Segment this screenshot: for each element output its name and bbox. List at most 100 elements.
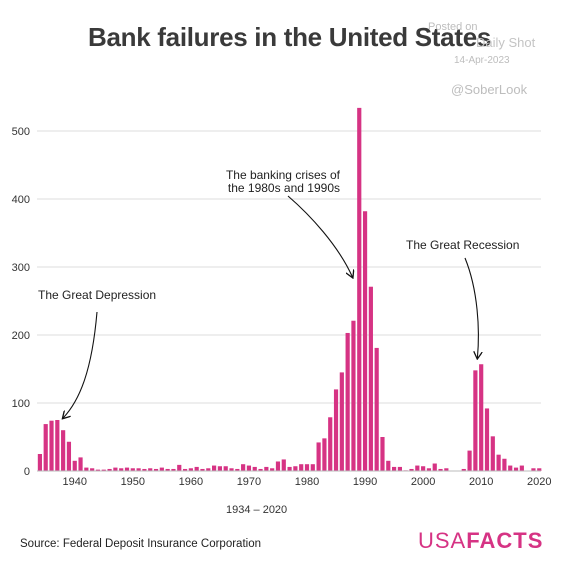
bar <box>119 468 124 471</box>
bar <box>345 332 350 471</box>
usafacts-logo: USAFACTS <box>418 528 543 554</box>
bar <box>43 424 48 471</box>
bar <box>432 463 437 471</box>
bar <box>182 468 188 471</box>
arrow-great-depression <box>63 311 98 418</box>
annotation-banking-crises: The banking crises of <box>226 168 341 182</box>
bar <box>136 468 141 471</box>
bar <box>467 450 472 471</box>
bar <box>484 408 490 471</box>
bar <box>415 465 420 471</box>
bar <box>49 420 54 471</box>
annotation-banking-crises: the 1980s and 1990s <box>228 181 340 195</box>
bar <box>490 436 495 471</box>
y-tick-label: 300 <box>12 262 30 274</box>
bar <box>519 465 524 471</box>
y-tick-label: 500 <box>12 126 30 138</box>
bar <box>90 468 95 471</box>
bar <box>264 466 269 471</box>
bar <box>200 468 205 471</box>
bar <box>333 389 339 471</box>
x-tick-label: 2010 <box>469 476 493 488</box>
arrow-banking-crises <box>287 195 352 277</box>
bar <box>275 461 281 471</box>
bar <box>328 417 333 471</box>
bar <box>421 466 426 471</box>
bar <box>171 468 176 471</box>
bar <box>84 467 89 471</box>
bar <box>479 364 484 471</box>
annotation-great-depression: The Great Depression <box>38 288 156 302</box>
bar <box>55 420 60 471</box>
bar <box>392 466 397 471</box>
bar <box>95 469 101 471</box>
bar <box>142 468 147 471</box>
bar <box>362 211 368 472</box>
bar <box>72 460 77 471</box>
bar <box>241 464 246 471</box>
bar <box>322 438 327 471</box>
bar <box>409 468 414 471</box>
bar <box>310 464 315 471</box>
source-note: Source: Federal Deposit Insurance Corpor… <box>20 538 261 550</box>
x-tick-label: 1970 <box>237 476 261 488</box>
arrow-great-recession <box>464 257 478 358</box>
y-tick-label: 100 <box>12 398 30 410</box>
x-tick-label: 2020 <box>527 476 551 488</box>
bar <box>508 465 513 471</box>
watermark-date: 14-Apr-2023 <box>454 55 510 66</box>
bar <box>426 468 432 471</box>
bar <box>165 468 170 471</box>
bar <box>229 468 234 471</box>
x-tick-label: 2000 <box>411 476 435 488</box>
bar <box>66 441 72 471</box>
annotation-great-recession: The Great Recession <box>406 238 519 252</box>
x-tick-label: 1960 <box>179 476 203 488</box>
bar <box>368 286 373 471</box>
bar <box>438 468 443 471</box>
watermark-source: Daily Shot <box>476 35 536 50</box>
x-tick-label: 1950 <box>121 476 145 488</box>
bar <box>194 466 199 471</box>
bar <box>287 466 292 471</box>
chart-title: Bank failures in the United States <box>88 22 492 52</box>
bar <box>223 466 228 471</box>
bar <box>258 468 263 471</box>
x-axis-label: 1934 – 2020 <box>226 504 288 516</box>
bar <box>107 468 112 471</box>
bar <box>531 468 536 471</box>
bar <box>461 468 466 471</box>
bar <box>61 430 66 471</box>
bar <box>281 459 286 471</box>
bar <box>270 468 275 471</box>
bar <box>351 320 356 471</box>
bar <box>130 468 135 471</box>
logo-part-facts: FACTS <box>466 528 544 553</box>
bar <box>397 466 402 471</box>
bar <box>159 467 164 471</box>
bar <box>235 468 240 471</box>
bar <box>37 454 42 471</box>
bar <box>316 442 321 471</box>
bar <box>217 466 222 471</box>
bar <box>246 465 252 471</box>
bar <box>101 469 106 471</box>
bar <box>212 465 217 471</box>
bar <box>374 347 379 471</box>
x-tick-label: 1990 <box>353 476 377 488</box>
bar <box>537 468 542 471</box>
bar <box>78 457 83 471</box>
watermark-handle: @SoberLook <box>451 82 528 97</box>
bar <box>148 468 153 471</box>
x-tick-label: 1940 <box>62 476 86 488</box>
y-tick-label: 200 <box>12 330 30 342</box>
bar <box>496 454 501 471</box>
bar <box>293 466 298 471</box>
watermark-posted: Posted on <box>428 21 478 33</box>
bar <box>339 372 344 471</box>
bar <box>380 437 385 471</box>
logo-part-usa: USA <box>418 528 467 553</box>
bar <box>513 467 519 471</box>
y-tick-label: 0 <box>24 466 30 478</box>
bar <box>124 467 130 471</box>
